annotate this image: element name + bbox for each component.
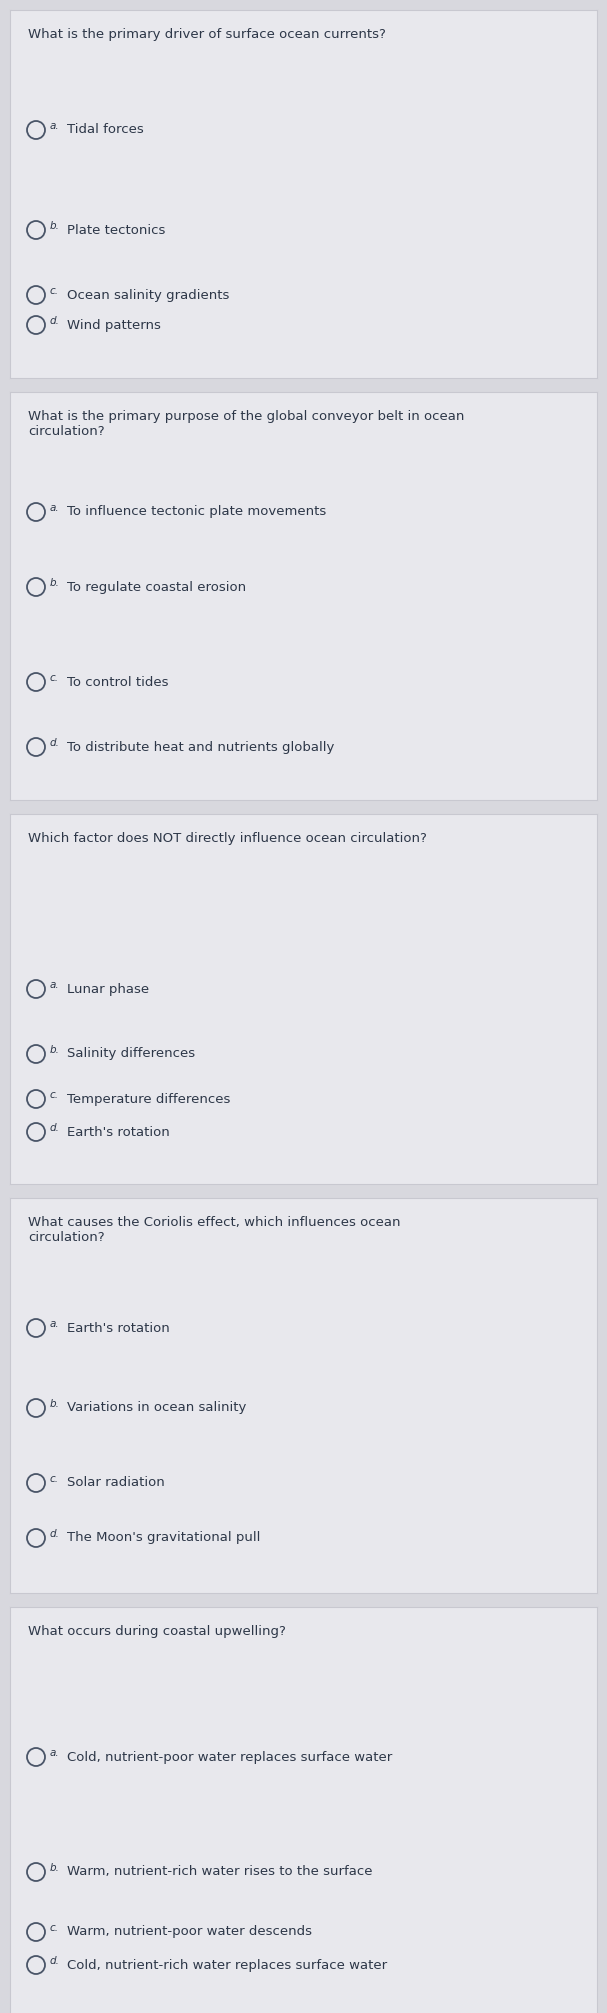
Text: Wind patterns: Wind patterns — [67, 318, 161, 332]
Text: a.: a. — [50, 1319, 59, 1329]
Text: b.: b. — [50, 221, 60, 231]
Text: Lunar phase: Lunar phase — [67, 982, 149, 996]
Text: Cold, nutrient-rich water replaces surface water: Cold, nutrient-rich water replaces surfa… — [67, 1959, 387, 1971]
Text: a.: a. — [50, 121, 59, 131]
Text: The Moon's gravitational pull: The Moon's gravitational pull — [67, 1532, 260, 1544]
Text: a.: a. — [50, 1747, 59, 1757]
Text: Earth's rotation: Earth's rotation — [67, 1321, 170, 1335]
Text: Ocean salinity gradients: Ocean salinity gradients — [67, 288, 229, 302]
Text: Solar radiation: Solar radiation — [67, 1476, 164, 1490]
Text: Plate tectonics: Plate tectonics — [67, 223, 165, 236]
Text: c.: c. — [50, 1922, 59, 1932]
Text: What causes the Coriolis effect, which influences ocean
circulation?: What causes the Coriolis effect, which i… — [28, 1216, 401, 1244]
Text: Tidal forces: Tidal forces — [67, 123, 144, 137]
Text: b.: b. — [50, 1862, 60, 1872]
Text: d.: d. — [50, 1123, 60, 1133]
Text: b.: b. — [50, 1399, 60, 1409]
Text: Warm, nutrient-rich water rises to the surface: Warm, nutrient-rich water rises to the s… — [67, 1866, 373, 1878]
Text: d.: d. — [50, 1957, 60, 1967]
Text: b.: b. — [50, 578, 60, 588]
Text: Earth's rotation: Earth's rotation — [67, 1125, 170, 1139]
Text: d.: d. — [50, 739, 60, 749]
Text: To influence tectonic plate movements: To influence tectonic plate movements — [67, 505, 326, 519]
Text: Which factor does NOT directly influence ocean circulation?: Which factor does NOT directly influence… — [28, 831, 427, 845]
Text: To distribute heat and nutrients globally: To distribute heat and nutrients globall… — [67, 741, 334, 753]
Text: d.: d. — [50, 316, 60, 326]
Text: Warm, nutrient-poor water descends: Warm, nutrient-poor water descends — [67, 1926, 312, 1939]
Text: a.: a. — [50, 980, 59, 990]
Text: Salinity differences: Salinity differences — [67, 1047, 195, 1061]
Text: What is the primary driver of surface ocean currents?: What is the primary driver of surface oc… — [28, 28, 386, 40]
Text: c.: c. — [50, 1474, 59, 1484]
Text: Variations in ocean salinity: Variations in ocean salinity — [67, 1401, 246, 1415]
Text: b.: b. — [50, 1045, 60, 1055]
Text: Cold, nutrient-poor water replaces surface water: Cold, nutrient-poor water replaces surfa… — [67, 1751, 392, 1763]
Text: What is the primary purpose of the global conveyor belt in ocean
circulation?: What is the primary purpose of the globa… — [28, 411, 464, 439]
Text: Temperature differences: Temperature differences — [67, 1093, 231, 1105]
Text: To control tides: To control tides — [67, 676, 169, 688]
Text: c.: c. — [50, 672, 59, 682]
Text: What occurs during coastal upwelling?: What occurs during coastal upwelling? — [28, 1624, 286, 1639]
Text: c.: c. — [50, 1089, 59, 1099]
Text: a.: a. — [50, 503, 59, 513]
Text: c.: c. — [50, 286, 59, 296]
Text: d.: d. — [50, 1530, 60, 1540]
Text: To regulate coastal erosion: To regulate coastal erosion — [67, 580, 246, 594]
